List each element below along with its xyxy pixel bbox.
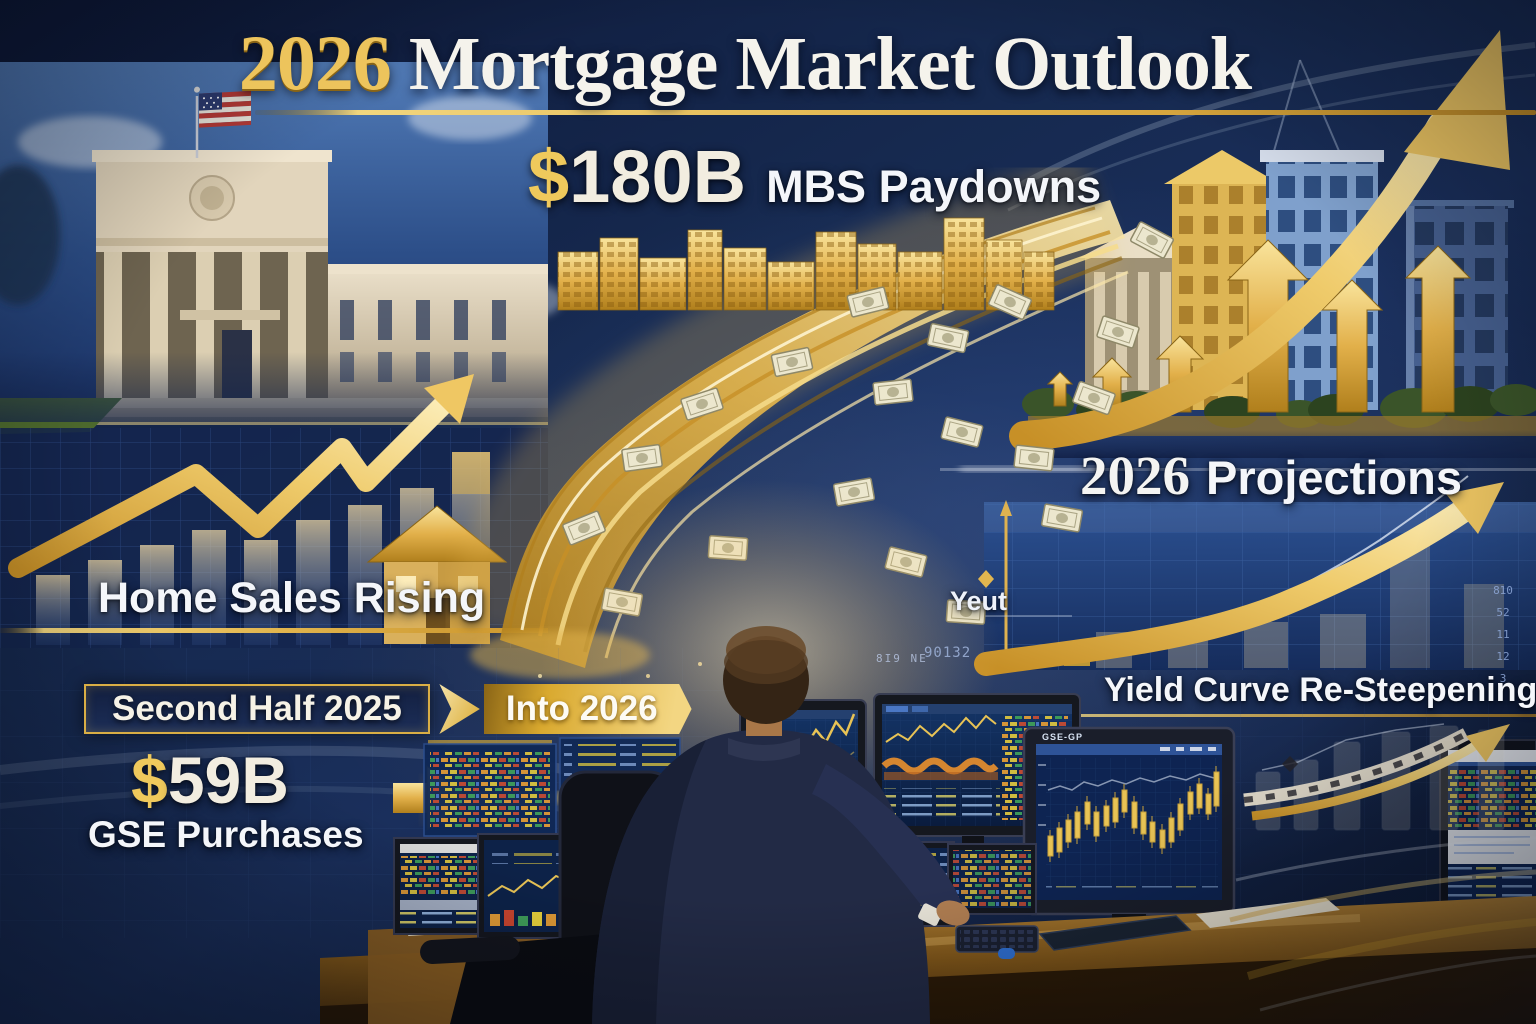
projections-label: Projections [1206, 451, 1462, 504]
axis-glitch-item: 52 [1496, 606, 1510, 619]
axis-glitch-numbers: 810 52 11 12 3 [1489, 584, 1517, 685]
axis-glitch-item: 810 [1493, 584, 1513, 597]
axis-glitch-item: 11 [1496, 628, 1510, 641]
axis-glitch-item: 12 [1496, 650, 1510, 663]
axis-glitch-item: 3 [1499, 672, 1507, 685]
mbs-amount: 180B [569, 135, 747, 218]
ticker-glitch-left: 8I9 NE [876, 652, 928, 665]
projections-heading: 2026 Projections [1080, 444, 1462, 507]
gse-amount: 59B [167, 743, 289, 817]
gse-purchases-stat: $59B GSE Purchases [88, 742, 364, 856]
monitor-label-glitch: GSE-GP [1042, 732, 1084, 742]
gse-label: GSE Purchases [88, 814, 364, 855]
mbs-paydowns-stat: $180B MBS Paydowns [528, 134, 1101, 219]
home-sales-label: Home Sales Rising [98, 574, 486, 622]
chevron-right-icon [439, 684, 480, 734]
mbs-label: MBS Paydowns [766, 161, 1102, 212]
title-year: 2026 [238, 19, 392, 106]
title-text: Mortgage Market Outlook [408, 22, 1252, 106]
dollar-sign: $ [528, 135, 570, 218]
ticker-glitch-right: 90132 [924, 645, 972, 661]
timeline-from: Second Half 2025 [84, 684, 430, 734]
page-title: 2026 Mortgage Market Outlook [0, 18, 1490, 108]
dollar-sign: $ [131, 743, 168, 817]
chart-axis-glitch-label: Yeut [950, 586, 1008, 616]
yield-curve-label: Yield Curve Re-Steepening [1104, 671, 1536, 709]
timeline-banner: Second Half 2025 Into 2026 [84, 684, 692, 734]
projections-year: 2026 [1080, 445, 1190, 506]
timeline-to: Into 2026 [483, 684, 692, 734]
